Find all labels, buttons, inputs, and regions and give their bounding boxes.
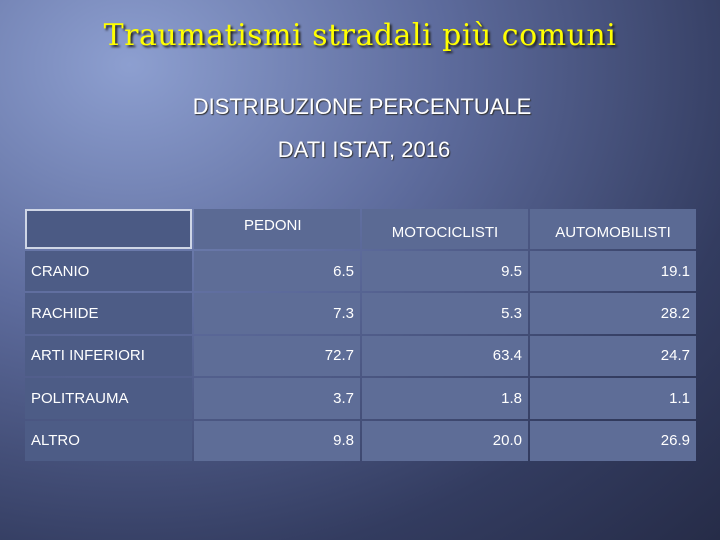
slide-subtitle-line1: DISTRIBUZIONE PERCENTUALE [192, 94, 532, 119]
table-row: POLITRAUMA 3.7 1.8 1.1 [25, 378, 696, 419]
column-header-pedoni: PEDONI [194, 209, 360, 249]
value-cell: 6.5 [194, 251, 360, 292]
column-header-motociclisti: MOTOCICLISTI [362, 209, 528, 249]
value-cell: 28.2 [530, 293, 696, 334]
column-header-automobilisti: AUTOMOBILISTI [530, 209, 696, 249]
table-row: CRANIO 6.5 9.5 19.1 [25, 251, 696, 292]
row-label: RACHIDE [25, 293, 192, 334]
row-label: CRANIO [25, 251, 192, 292]
value-cell: 24.7 [530, 335, 696, 377]
row-label: POLITRAUMA [25, 378, 192, 419]
table-header-row: PEDONI MOTOCICLISTI AUTOMOBILISTI [25, 209, 696, 249]
value-cell: 5.3 [362, 293, 528, 334]
row-label: ARTI INFERIORI [25, 335, 192, 377]
value-cell: 1.8 [362, 378, 528, 419]
table-corner-cell [25, 209, 192, 249]
table-row: RACHIDE 7.3 5.3 28.2 [25, 293, 696, 334]
value-cell: 72.7 [194, 335, 360, 377]
value-cell: 9.8 [194, 420, 360, 461]
value-cell: 3.7 [194, 378, 360, 419]
injury-distribution-table: PEDONI MOTOCICLISTI AUTOMOBILISTI CRANIO… [23, 207, 698, 463]
value-cell: 26.9 [530, 420, 696, 461]
slide-subtitle-line2: DATI ISTAT, 2016 [277, 137, 451, 162]
value-cell: 1.1 [530, 378, 696, 419]
slide-title: Traumatismi stradali più comuni [103, 18, 617, 53]
value-cell: 9.5 [362, 251, 528, 292]
value-cell: 63.4 [362, 335, 528, 377]
row-label: ALTRO [25, 420, 192, 461]
value-cell: 7.3 [194, 293, 360, 334]
table-row: ARTI INFERIORI 72.7 63.4 24.7 [25, 335, 696, 377]
table-row: ALTRO 9.8 20.0 26.9 [25, 420, 696, 461]
value-cell: 20.0 [362, 420, 528, 461]
value-cell: 19.1 [530, 251, 696, 292]
